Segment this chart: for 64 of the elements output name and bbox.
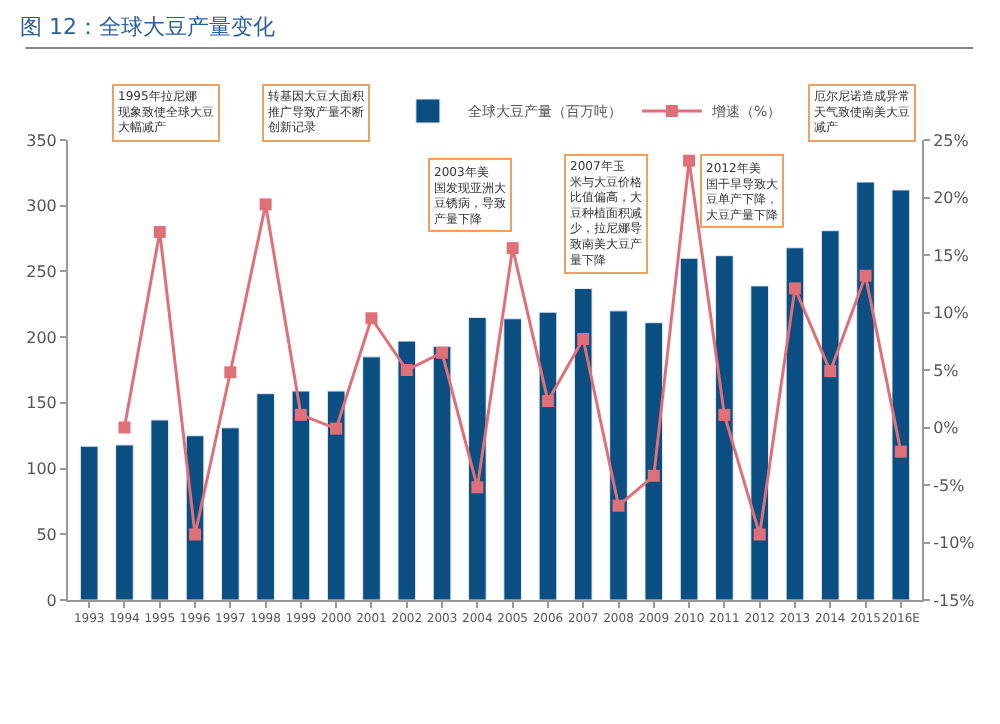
y2-tick-label: 15% [933,246,970,265]
point [294,408,307,421]
y-tick-label: 300 [26,197,57,216]
bar [856,181,875,600]
bar [573,288,593,600]
point [400,364,413,376]
point [189,528,202,541]
y2-tick-label: -15% [933,591,976,610]
bar [115,444,134,600]
y2-tick-label: 20% [933,189,970,208]
y2-tick-label: 25% [933,131,970,150]
point [753,528,766,541]
bar [644,322,664,600]
bar [679,257,699,600]
point [224,366,237,379]
bar [715,255,734,600]
chart-title: 图 12：全球大豆产量变化 [20,13,275,40]
y-tick-label: 350 [26,131,57,150]
point [859,269,872,282]
point [365,312,378,325]
y-tick-label: 50 [36,525,57,544]
bar [150,419,170,600]
y-tick-label: 200 [26,328,57,347]
y-tick-label: 100 [26,460,57,479]
point [718,408,731,421]
bar [291,390,311,600]
point [577,332,590,345]
point [330,422,343,435]
bar [891,189,911,600]
y2-tick-label: -10% [933,534,976,553]
point [118,421,131,434]
point [683,154,696,167]
y2-tick-label: -5% [933,476,966,495]
y-tick-label: 150 [26,394,57,413]
point [612,499,625,512]
bar [750,285,769,600]
bar [326,390,346,600]
point [153,226,166,238]
bar [256,393,275,600]
y2-tick-label: 10% [933,304,970,323]
point [436,346,449,359]
point [506,242,519,255]
point [788,282,801,295]
point [471,481,484,494]
bar [785,247,805,600]
point [647,469,660,482]
bar [503,318,522,600]
y-tick-label: 0 [46,591,57,610]
bar [397,340,417,600]
bar [538,311,558,600]
bar [820,230,840,600]
point [894,445,907,458]
bar [468,316,487,600]
bar [609,310,628,600]
bar [432,345,452,600]
bar [79,445,99,600]
y2-tick-label: 5% [933,361,960,380]
y2-tick-label: 0% [933,419,960,438]
point [541,395,554,408]
point [824,365,837,378]
bar [221,427,240,600]
point [259,198,272,211]
y-tick-label: 250 [26,263,57,282]
bar [362,356,381,600]
